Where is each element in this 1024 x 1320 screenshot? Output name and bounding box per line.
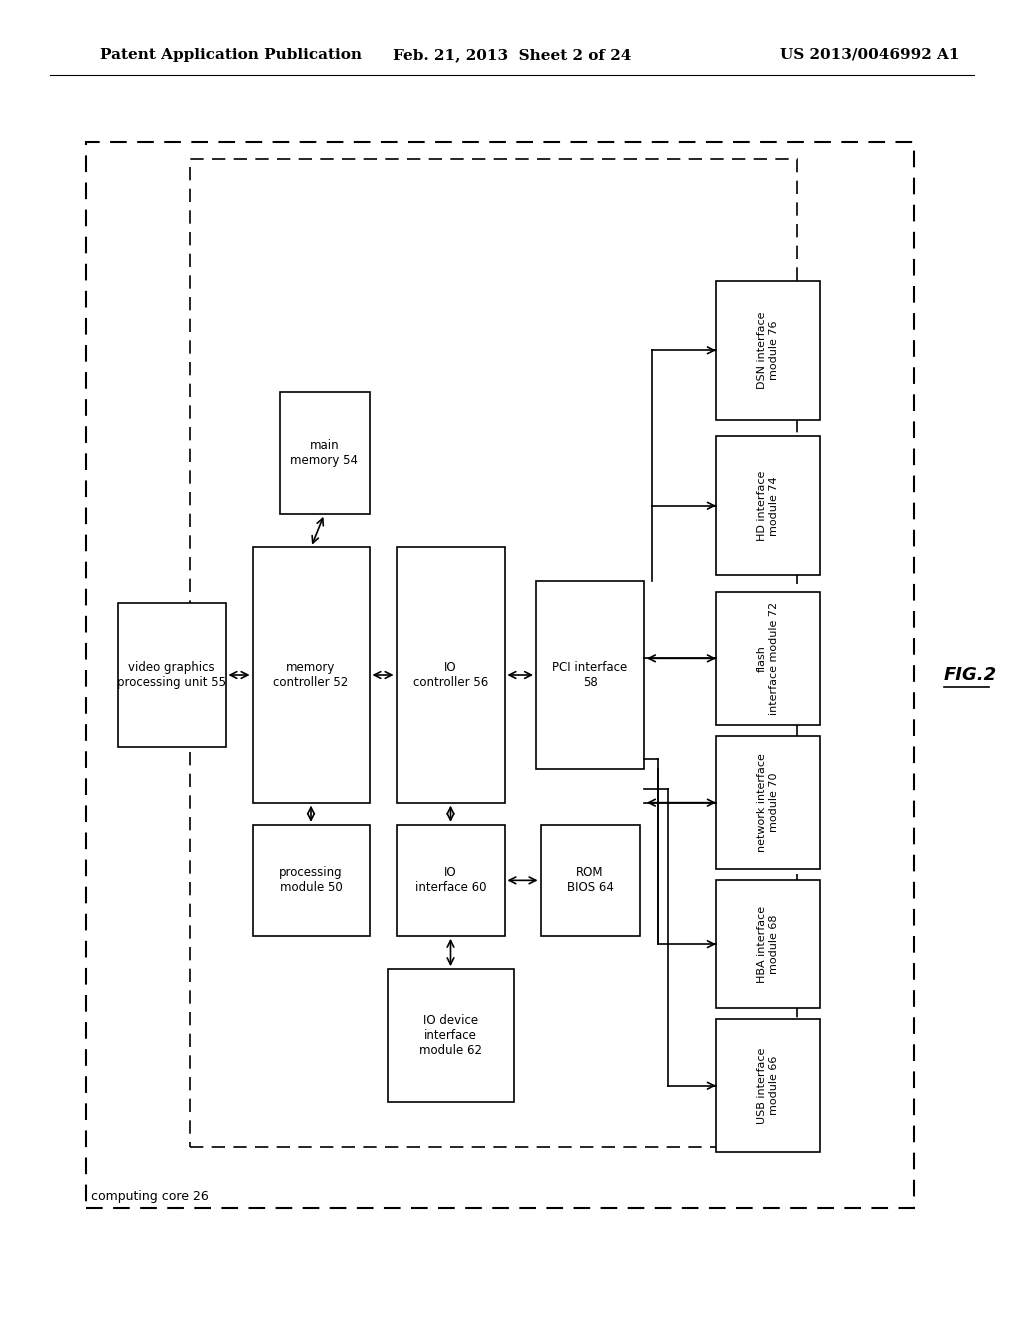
Bar — [396, 548, 505, 803]
Text: PCI interface
58: PCI interface 58 — [552, 661, 628, 689]
Bar — [716, 437, 819, 576]
Text: USB interface
module 66: USB interface module 66 — [757, 1048, 778, 1123]
Text: main
memory 54: main memory 54 — [291, 440, 358, 467]
Text: IO device
interface
module 62: IO device interface module 62 — [419, 1014, 482, 1057]
Text: DSN interface
module 76: DSN interface module 76 — [757, 312, 778, 389]
Bar — [716, 591, 819, 725]
Text: computing core 26: computing core 26 — [91, 1189, 209, 1203]
Bar — [716, 1019, 819, 1152]
Bar — [86, 143, 914, 1208]
Text: HBA interface
module 68: HBA interface module 68 — [757, 906, 778, 982]
Text: Feb. 21, 2013  Sheet 2 of 24: Feb. 21, 2013 Sheet 2 of 24 — [393, 48, 631, 62]
Text: video graphics
processing unit 55: video graphics processing unit 55 — [117, 661, 226, 689]
Text: IO
controller 56: IO controller 56 — [413, 661, 488, 689]
Bar — [716, 281, 819, 420]
Bar — [716, 880, 819, 1008]
Text: US 2013/0046992 A1: US 2013/0046992 A1 — [780, 48, 961, 62]
Bar — [118, 603, 225, 747]
Bar — [387, 969, 513, 1102]
Text: flash
interface module 72: flash interface module 72 — [757, 602, 778, 715]
Text: Patent Application Publication: Patent Application Publication — [100, 48, 362, 62]
Text: FIG.2: FIG.2 — [944, 667, 997, 684]
Text: network interface
module 70: network interface module 70 — [757, 754, 778, 853]
Bar — [189, 158, 797, 1147]
Text: memory
controller 52: memory controller 52 — [273, 661, 348, 689]
Text: ROM
BIOS 64: ROM BIOS 64 — [566, 866, 613, 895]
Bar — [253, 548, 370, 803]
Bar — [541, 825, 640, 936]
Bar — [396, 825, 505, 936]
Text: IO
interface 60: IO interface 60 — [415, 866, 486, 895]
Bar — [253, 825, 370, 936]
Bar — [716, 737, 819, 870]
Bar — [280, 392, 370, 513]
Bar — [536, 581, 644, 770]
Text: processing
module 50: processing module 50 — [280, 866, 343, 895]
Text: HD interface
module 74: HD interface module 74 — [757, 470, 778, 541]
